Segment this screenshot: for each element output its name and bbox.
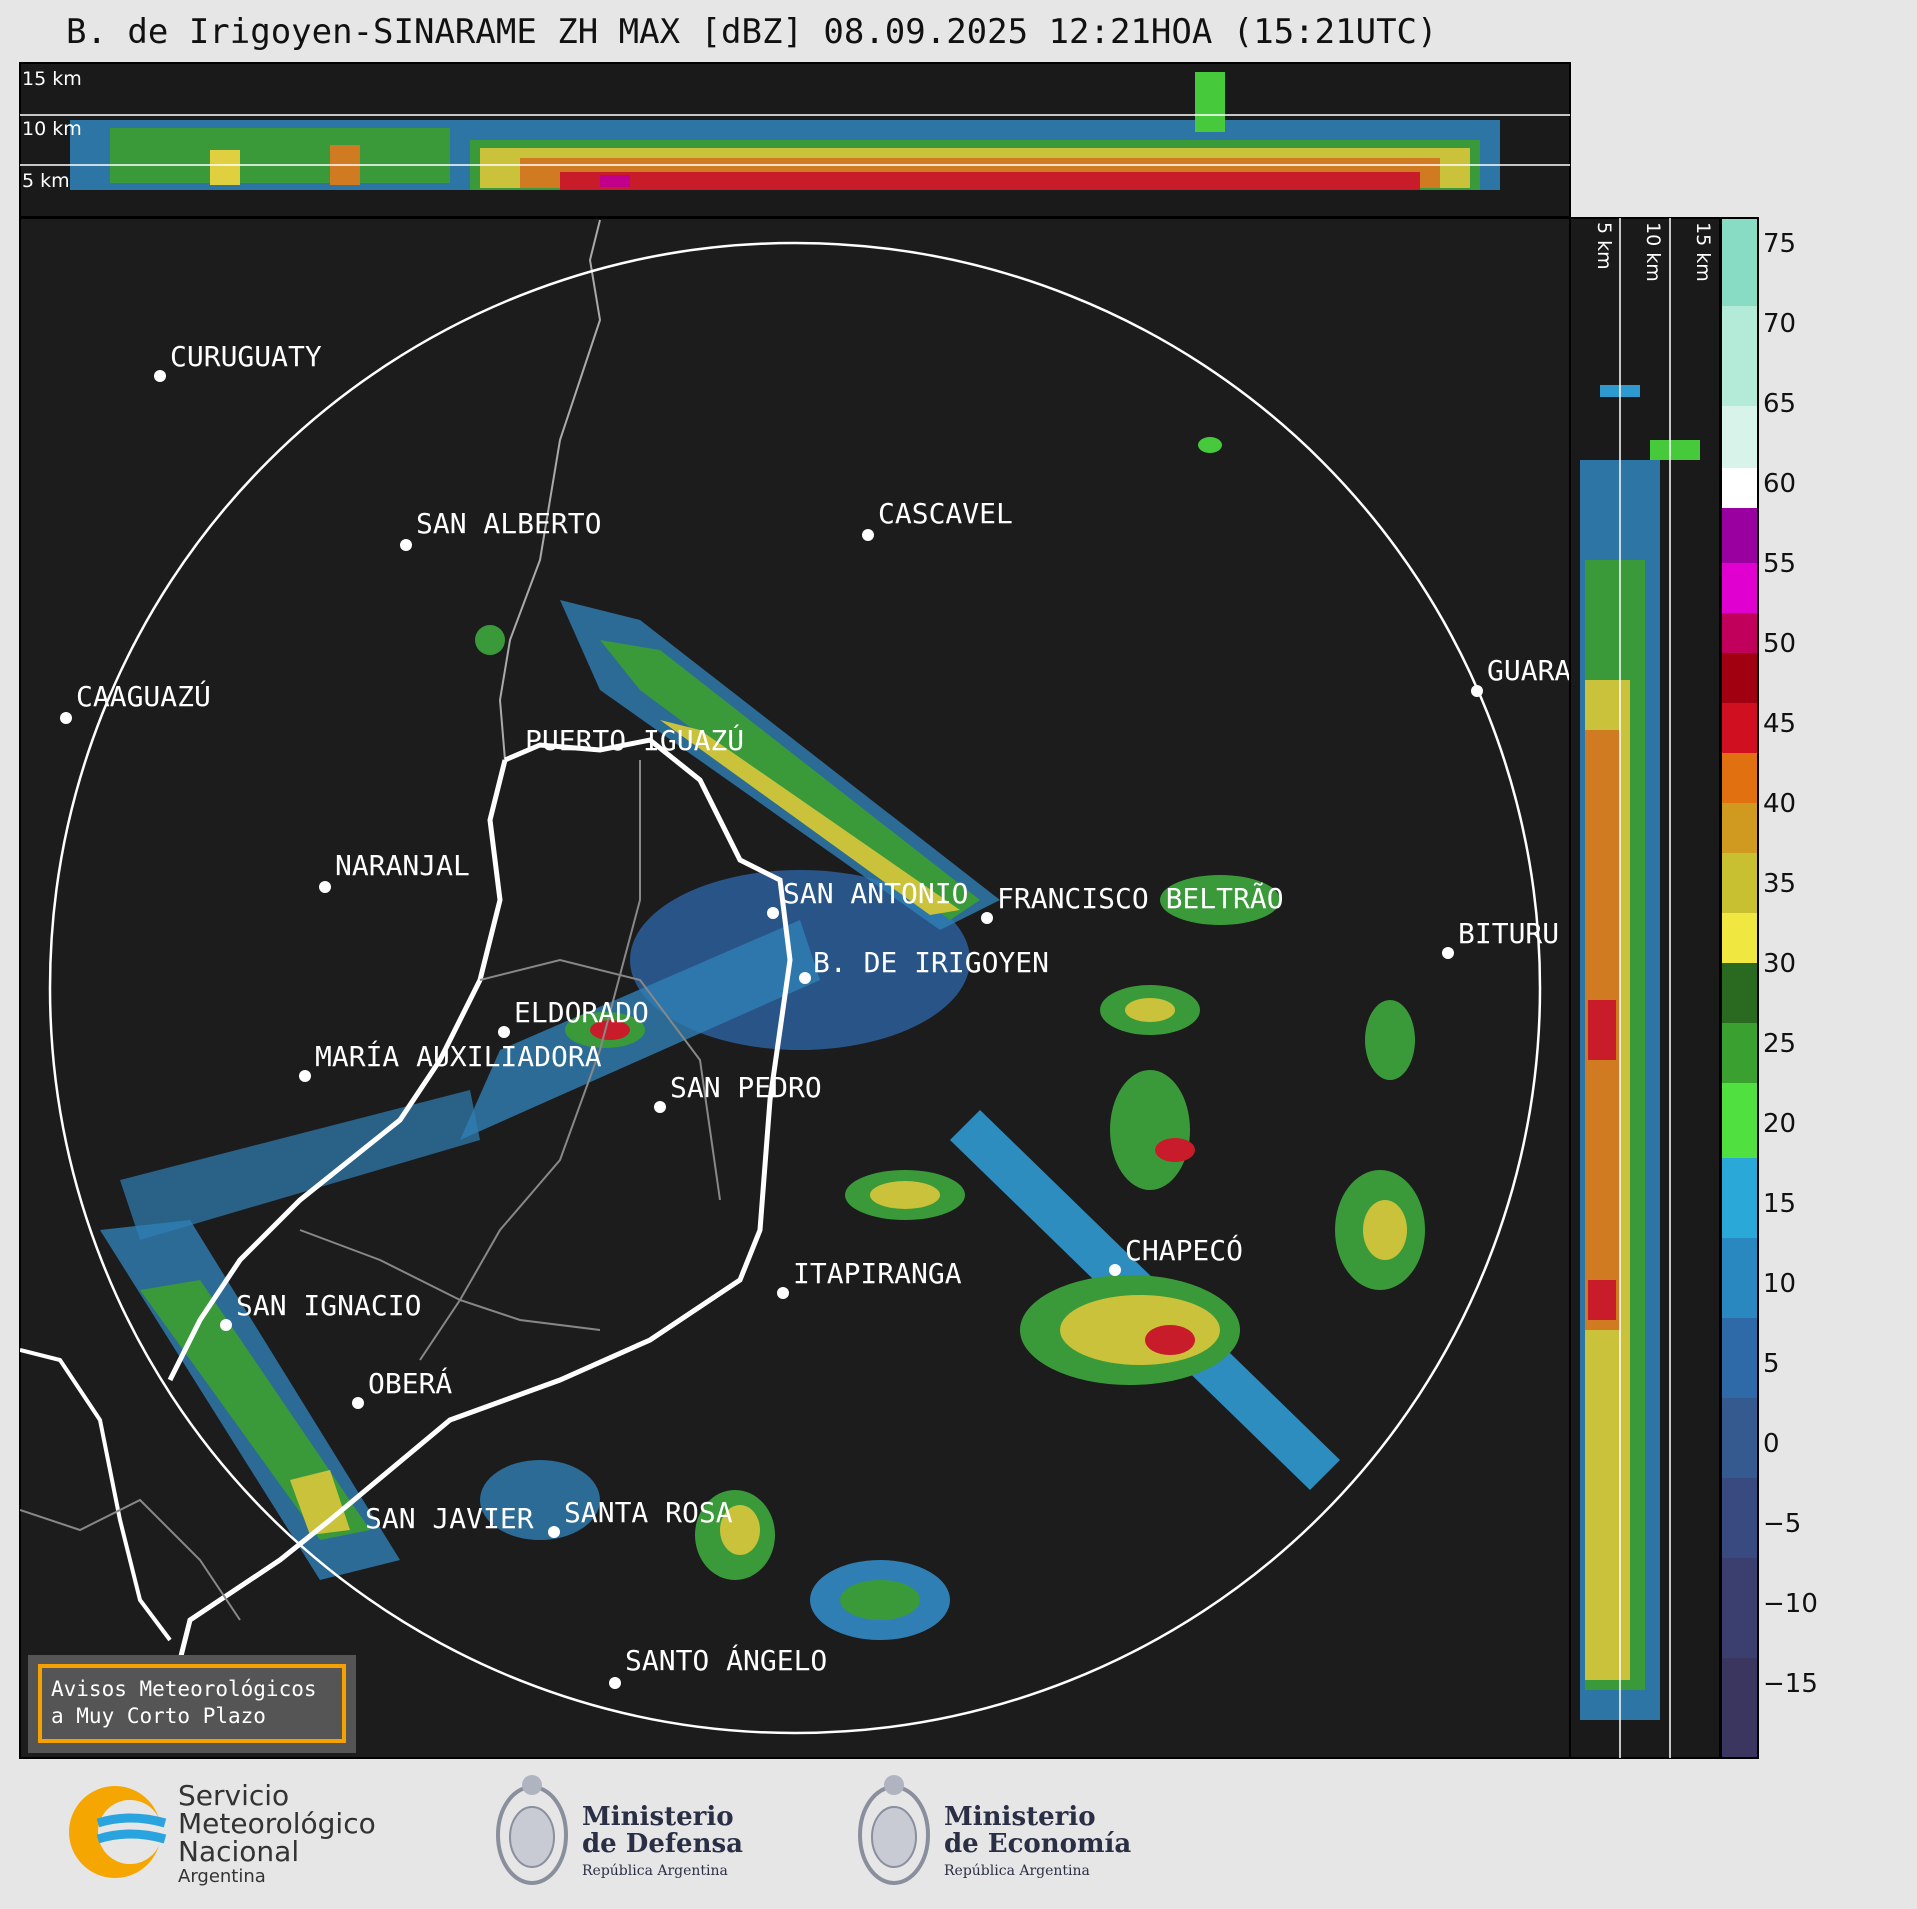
city-san-pedro: SAN PEDRO: [654, 1071, 822, 1113]
city-chapeco: CHAPECÓ: [1109, 1233, 1243, 1276]
city-guara: GUARA: [1471, 654, 1571, 697]
city-eldorado: ELDORADO: [498, 996, 649, 1038]
svg-text:CAAGUAZÚ: CAAGUAZÚ: [76, 679, 211, 713]
svg-text:SAN IGNACIO: SAN IGNACIO: [236, 1289, 421, 1322]
city-san-javier: SAN JAVIER: [365, 1502, 534, 1535]
svg-text:SAN JAVIER: SAN JAVIER: [365, 1502, 534, 1535]
top-height-label-10km: 10 km: [22, 118, 82, 140]
economia-line-3: República Argentina: [944, 1862, 1090, 1879]
radar-figure: 15 km 10 km 5 km: [19, 62, 1759, 1759]
city-cascavel: CASCAVEL: [862, 497, 1013, 541]
defensa-seal-icon: [496, 1775, 568, 1885]
city-obera: OBERÁ: [352, 1366, 452, 1409]
warning-box: Avisos Meteorológicos a Muy Corto Plazo: [28, 1655, 356, 1753]
svg-text:MARÍA AUXILIADORA: MARÍA AUXILIADORA: [315, 1039, 602, 1073]
map-panel: CURUGUATY SAN ALBERTO CASCAVEL CAAGUAZÚ …: [19, 217, 1571, 1759]
svg-text:SANTO ÁNGELO: SANTO ÁNGELO: [625, 1643, 827, 1677]
economia-line-1: Ministerio: [944, 1802, 1096, 1832]
colorbar-tick-minus-15: −15: [1763, 1669, 1818, 1699]
colorbar-tick-5: 5: [1763, 1349, 1780, 1379]
side-profile-panel: 5 km 10 km 15 km: [1569, 217, 1721, 1759]
city-itapiranga: ITAPIRANGA: [777, 1257, 962, 1299]
colorbar-tick-70: 70: [1763, 309, 1797, 339]
defensa-name: Ministerio de Defensa República Argentin…: [582, 1802, 743, 1879]
svg-text:CURUGUATY: CURUGUATY: [170, 340, 322, 373]
colorbar-tick-40: 40: [1763, 789, 1797, 819]
colorbar-tick-minus-10: −10: [1763, 1589, 1818, 1619]
city-maria-auxiliadora: MARÍA AUXILIADORA: [299, 1039, 602, 1082]
top-profile-panel: 15 km 10 km 5 km: [19, 62, 1571, 218]
colorbar-tick-55: 55: [1763, 549, 1797, 579]
svg-text:CHAPECÓ: CHAPECÓ: [1125, 1233, 1243, 1267]
svg-text:BITURU: BITURU: [1458, 917, 1559, 950]
defensa-line-2: de Defensa: [582, 1829, 743, 1860]
colorbar-tick-10: 10: [1763, 1269, 1797, 1299]
city-santo-angelo: SANTO ÁNGELO: [609, 1643, 827, 1689]
top-height-label-5km: 5 km: [22, 170, 70, 192]
colorbar-tick-65: 65: [1763, 389, 1797, 419]
city-puerto-iguazu: PUERTO IGUAZÚ: [525, 723, 744, 757]
footer-logos: [69, 1775, 930, 1885]
smn-logo-icon: [69, 1786, 167, 1878]
colorbar: [1720, 217, 1759, 1759]
warning-line-2: a Muy Corto Plazo: [51, 1704, 266, 1728]
city-labels: CURUGUATY SAN ALBERTO CASCAVEL CAAGUAZÚ …: [60, 340, 1571, 1689]
colorbar-tick-0: 0: [1763, 1429, 1780, 1459]
city-curuguaty: CURUGUATY: [154, 340, 322, 382]
city-san-ignacio: SAN IGNACIO: [220, 1289, 421, 1331]
city-santa-rosa: SANTA ROSA: [548, 1496, 733, 1538]
reflectivity-echoes: [100, 437, 1425, 1640]
map-title: B. de Irigoyen-SINARAME ZH MAX [dBZ] 08.…: [66, 12, 1438, 52]
svg-text:GUARA: GUARA: [1487, 654, 1571, 687]
svg-text:FRANCISCO BELTRÃO: FRANCISCO BELTRÃO: [997, 882, 1284, 915]
colorbar-tick-25: 25: [1763, 1029, 1797, 1059]
svg-text:ELDORADO: ELDORADO: [514, 996, 649, 1029]
side-height-label-10km: 10 km: [1642, 222, 1664, 282]
smn-line-2: Meteorológico: [178, 1807, 376, 1840]
side-height-label-15km: 15 km: [1692, 222, 1714, 282]
svg-text:OBERÁ: OBERÁ: [368, 1366, 452, 1400]
city-francisco-beltrao: FRANCISCO BELTRÃO: [981, 882, 1284, 924]
city-san-alberto: SAN ALBERTO: [400, 507, 601, 551]
city-b-de-irigoyen: B. DE IRIGOYEN: [799, 946, 1049, 984]
colorbar-tick-50: 50: [1763, 629, 1797, 659]
smn-line-1: Servicio: [178, 1779, 290, 1812]
city-naranjal: NARANJAL: [319, 849, 470, 893]
colorbar-tick-35: 35: [1763, 869, 1797, 899]
country-borders: [20, 219, 793, 1701]
colorbar-tick-75: 75: [1763, 229, 1797, 259]
city-caaguazu: CAAGUAZÚ: [60, 679, 211, 724]
colorbar-tick-60: 60: [1763, 469, 1797, 499]
range-ring: [48, 241, 1542, 1735]
smn-name: Servicio Meteorológico Nacional Argentin…: [178, 1782, 376, 1886]
colorbar-tick-45: 45: [1763, 709, 1797, 739]
svg-text:NARANJAL: NARANJAL: [335, 849, 470, 882]
svg-text:CASCAVEL: CASCAVEL: [878, 497, 1013, 530]
footer: [0, 1765, 1917, 1909]
svg-text:ITAPIRANGA: ITAPIRANGA: [793, 1257, 962, 1290]
economia-name: Ministerio de Economía República Argenti…: [944, 1802, 1132, 1879]
svg-text:SANTA ROSA: SANTA ROSA: [564, 1496, 733, 1529]
colorbar-tick-20: 20: [1763, 1109, 1797, 1139]
svg-text:SAN ALBERTO: SAN ALBERTO: [416, 507, 601, 540]
warning-line-1: Avisos Meteorológicos: [51, 1677, 317, 1701]
colorbar-tick-15: 15: [1763, 1189, 1797, 1219]
defensa-line-3: República Argentina: [582, 1862, 728, 1879]
side-height-label-5km: 5 km: [1593, 222, 1615, 270]
city-san-antonio: SAN ANTONIO: [767, 877, 968, 919]
top-height-label-15km: 15 km: [22, 68, 82, 90]
smn-line-3: Nacional: [178, 1835, 300, 1868]
colorbar-tick-30: 30: [1763, 949, 1797, 979]
svg-text:PUERTO IGUAZÚ: PUERTO IGUAZÚ: [525, 723, 744, 757]
colorbar-tick-minus-5: −5: [1763, 1509, 1802, 1539]
svg-text:SAN PEDRO: SAN PEDRO: [670, 1071, 822, 1104]
defensa-line-1: Ministerio: [582, 1802, 734, 1832]
economia-seal-icon: [858, 1775, 930, 1885]
svg-text:B. DE IRIGOYEN: B. DE IRIGOYEN: [813, 946, 1049, 979]
smn-line-4: Argentina: [178, 1866, 266, 1887]
svg-text:SAN ANTONIO: SAN ANTONIO: [783, 877, 968, 910]
economia-line-2: de Economía: [944, 1829, 1132, 1860]
city-bituru: BITURU: [1442, 917, 1559, 959]
